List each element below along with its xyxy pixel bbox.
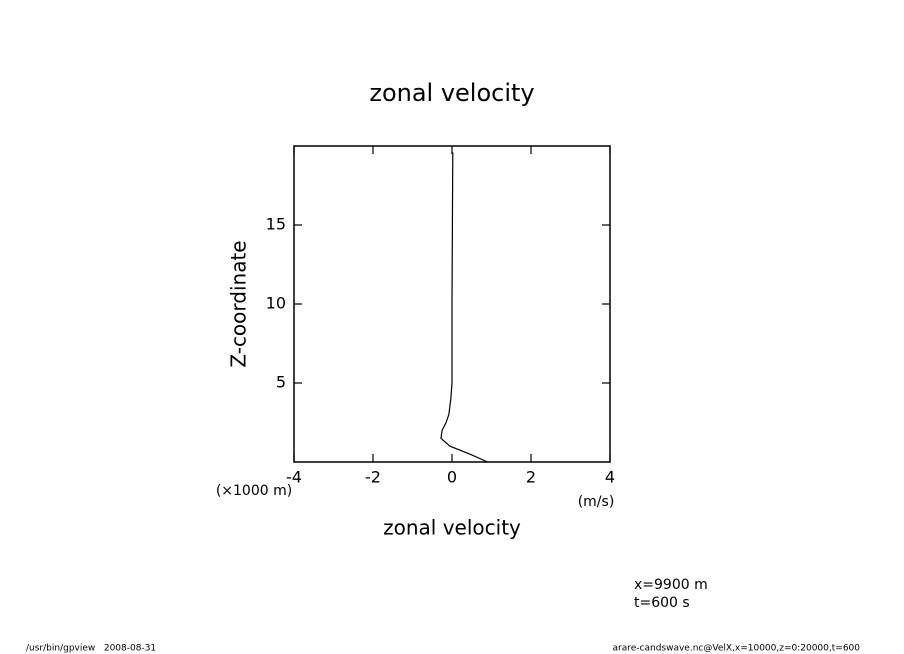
x-axis-label: zonal velocity — [383, 516, 521, 540]
y-tick-label: 15 — [266, 215, 286, 234]
x-tick-label: 2 — [526, 468, 536, 487]
footer-right: arare-candswave.nc@VelX,x=10000,z=0:2000… — [613, 644, 861, 654]
y-axis-unit: (×1000 m) — [216, 483, 292, 499]
y-tick-label: 10 — [266, 294, 286, 313]
x-tick-label: -4 — [286, 468, 302, 487]
x-tick-label: -2 — [365, 468, 381, 487]
annotation: t=600 s — [634, 595, 690, 611]
x-tick-label: 0 — [447, 468, 457, 487]
x-tick-label: 4 — [605, 468, 615, 487]
annotation: x=9900 m — [634, 577, 708, 593]
y-axis-label: Z-coordinate — [227, 240, 251, 367]
y-tick-label: 5 — [276, 373, 286, 392]
chart-title: zonal velocity — [369, 79, 534, 107]
x-axis-unit: (m/s) — [578, 494, 615, 510]
footer-left: /usr/bin/gpview 2008-08-31 — [26, 644, 156, 654]
profile-line — [440, 152, 488, 463]
